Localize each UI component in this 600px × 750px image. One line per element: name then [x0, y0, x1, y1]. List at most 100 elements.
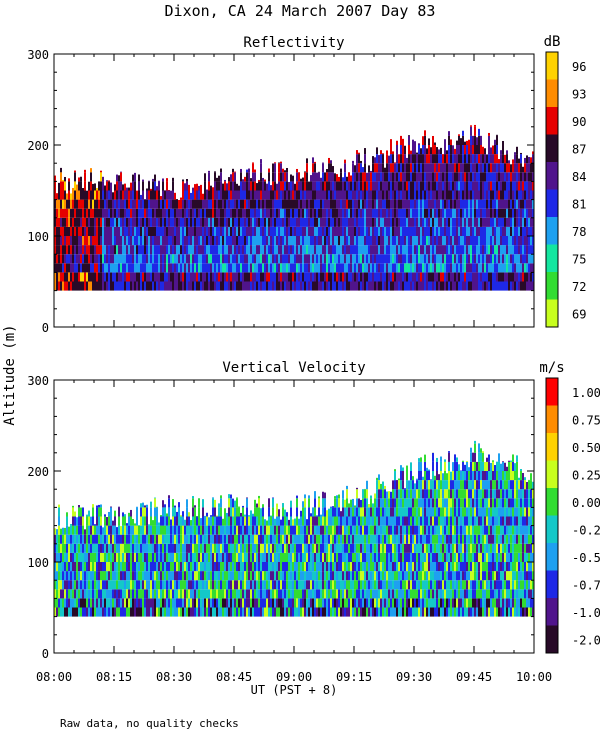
- heatmap-cell: [402, 217, 404, 227]
- heatmap-cell: [464, 281, 466, 291]
- heatmap-cell: [384, 272, 386, 282]
- heatmap-cell: [426, 281, 428, 291]
- heatmap-cell: [98, 263, 100, 273]
- heatmap-cell: [526, 217, 528, 227]
- heatmap-cell: [276, 562, 278, 572]
- heatmap-cell: [248, 208, 250, 218]
- heatmap-cell: [384, 263, 386, 273]
- heatmap-cell: [82, 245, 84, 255]
- heatmap-cell: [392, 272, 394, 282]
- heatmap-cell: [136, 525, 138, 535]
- heatmap-cell: [318, 217, 320, 227]
- heatmap-cell: [70, 272, 72, 282]
- heatmap-cell: [416, 154, 418, 164]
- heatmap-cell: [274, 589, 276, 599]
- heatmap-cell: [196, 245, 198, 255]
- heatmap-cell: [450, 226, 452, 236]
- heatmap-cell: [468, 217, 470, 227]
- heatmap-cell: [466, 226, 468, 236]
- heatmap-cell: [130, 598, 132, 608]
- heatmap-cell: [292, 589, 294, 599]
- heatmap-cell: [294, 562, 296, 572]
- heatmap-cell: [290, 236, 292, 246]
- heatmap-cell: [124, 607, 126, 617]
- heatmap-cell: [98, 245, 100, 255]
- heatmap-cell: [276, 254, 278, 264]
- heatmap-cell: [270, 534, 272, 544]
- heatmap-cell: [432, 281, 434, 291]
- heatmap-cell: [280, 598, 282, 608]
- heatmap-cell: [532, 172, 534, 182]
- heatmap-cell: [480, 181, 482, 191]
- heatmap-cell: [230, 236, 232, 246]
- heatmap-cell: [314, 226, 316, 236]
- heatmap-cell: [70, 571, 72, 581]
- heatmap-cell: [144, 199, 146, 200]
- heatmap-cell: [176, 217, 178, 227]
- heatmap-cell: [120, 571, 122, 581]
- heatmap-cell: [142, 502, 144, 508]
- heatmap-cell: [276, 571, 278, 581]
- heatmap-cell: [392, 226, 394, 236]
- heatmap-cell: [246, 562, 248, 572]
- heatmap-cell: [310, 226, 312, 236]
- heatmap-cell: [212, 263, 214, 273]
- heatmap-cell: [424, 172, 426, 182]
- heatmap-cell: [98, 199, 100, 209]
- heatmap-cell: [444, 217, 446, 227]
- heatmap-cell: [422, 281, 424, 291]
- heatmap-cell: [288, 607, 290, 617]
- heatmap-cell: [354, 217, 356, 227]
- heatmap-cell: [328, 157, 330, 164]
- heatmap-cell: [202, 254, 204, 264]
- heatmap-cell: [146, 525, 148, 535]
- heatmap-cell: [440, 281, 442, 291]
- heatmap-cell: [152, 199, 154, 209]
- heatmap-cell: [202, 217, 204, 227]
- heatmap-cell: [446, 150, 448, 155]
- heatmap-cell: [276, 543, 278, 553]
- heatmap-cell: [246, 607, 248, 617]
- heatmap-cell: [366, 272, 368, 282]
- heatmap-cell: [408, 145, 410, 155]
- heatmap-cell: [238, 263, 240, 273]
- heatmap-cell: [346, 226, 348, 236]
- heatmap-cell: [368, 281, 370, 291]
- heatmap-cell: [212, 598, 214, 608]
- heatmap-cell: [216, 552, 218, 562]
- heatmap-cell: [310, 272, 312, 282]
- heatmap-cell: [402, 199, 404, 209]
- heatmap-cell: [332, 199, 334, 209]
- heatmap-cell: [420, 190, 422, 200]
- heatmap-cell: [134, 523, 136, 526]
- heatmap-cell: [462, 263, 464, 273]
- heatmap-cell: [146, 188, 148, 191]
- heatmap-cell: [120, 598, 122, 608]
- heatmap-cell: [248, 525, 250, 535]
- heatmap-cell: [108, 571, 110, 581]
- heatmap-cell: [232, 498, 234, 508]
- heatmap-cell: [208, 543, 210, 553]
- heatmap-cell: [116, 263, 118, 273]
- heatmap-cell: [114, 272, 116, 282]
- heatmap-cell: [414, 245, 416, 255]
- heatmap-cell: [76, 217, 78, 227]
- heatmap-cell: [476, 226, 478, 236]
- heatmap-cell: [170, 226, 172, 236]
- heatmap-cell: [344, 181, 346, 191]
- heatmap-cell: [220, 571, 222, 581]
- heatmap-cell: [394, 281, 396, 291]
- heatmap-cell: [506, 150, 508, 155]
- heatmap-cell: [296, 598, 298, 608]
- heatmap-cell: [456, 145, 458, 155]
- heatmap-cell: [288, 236, 290, 246]
- heatmap-cell: [214, 580, 216, 590]
- heatmap-cell: [238, 552, 240, 562]
- heatmap-cell: [162, 190, 164, 200]
- heatmap-cell: [532, 281, 534, 291]
- heatmap-cell: [132, 190, 134, 200]
- heatmap-cell: [462, 272, 464, 282]
- heatmap-cell: [84, 199, 86, 209]
- heatmap-cell: [192, 236, 194, 246]
- heatmap-cell: [230, 589, 232, 599]
